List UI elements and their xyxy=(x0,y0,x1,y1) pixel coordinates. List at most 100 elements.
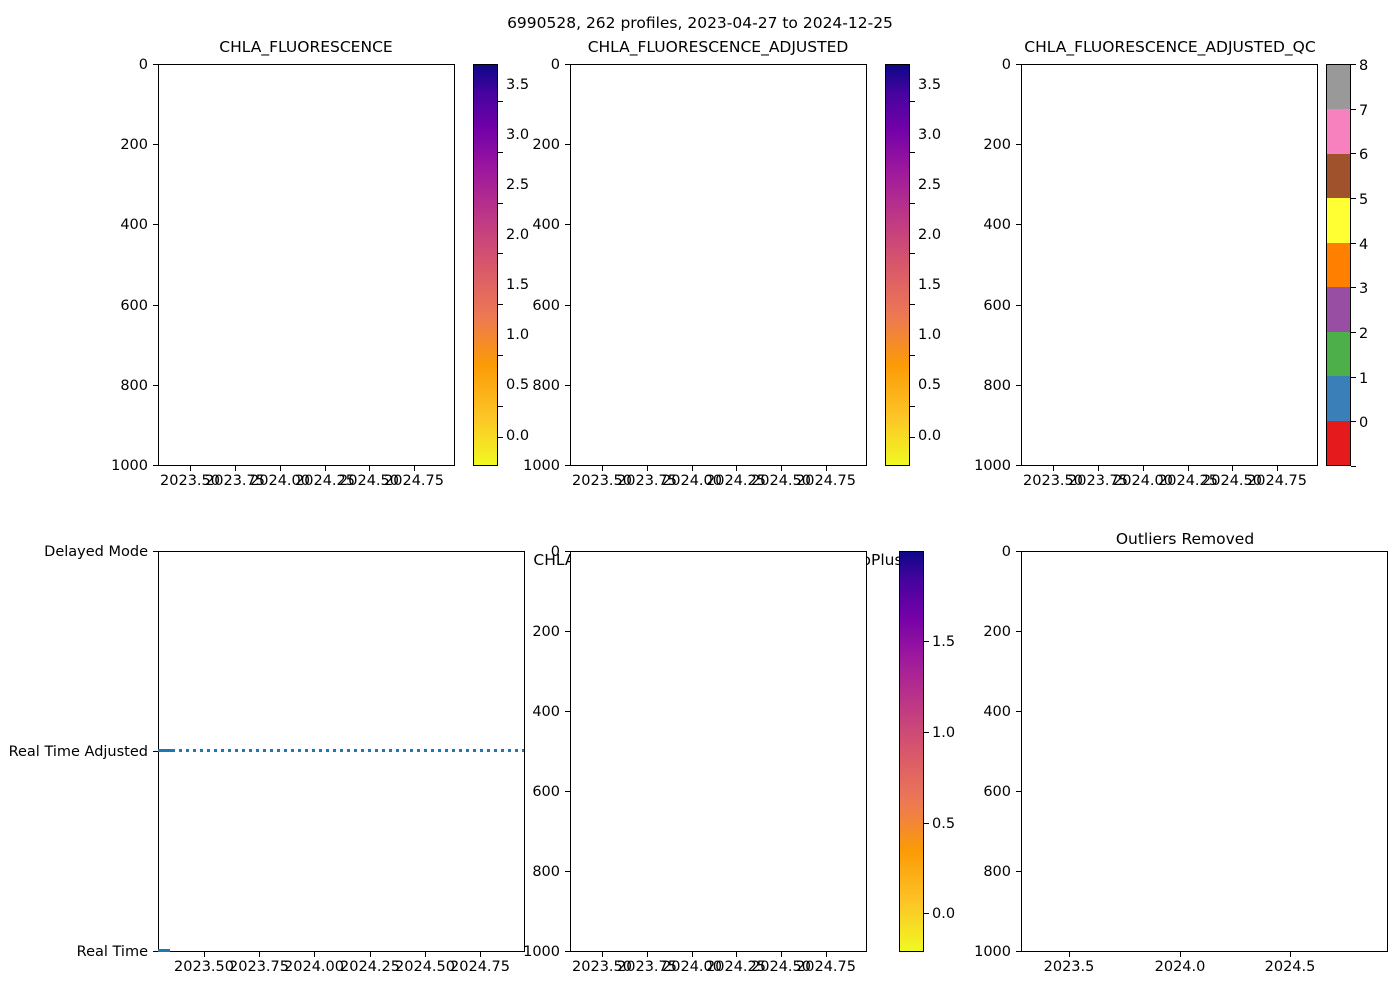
colorbar-label: 4 xyxy=(1359,237,1369,253)
xtick-mark xyxy=(647,952,649,957)
colorbar-label: 0.5 xyxy=(918,377,942,393)
ytick-mark xyxy=(565,224,570,226)
colorbar-chla-fluorescence-adjusted[interactable] xyxy=(885,64,910,466)
ytick-label: 1000 xyxy=(974,944,1011,960)
plot-area-chla-fluorescence-adjusted[interactable] xyxy=(570,64,867,466)
ytick-mark xyxy=(1016,551,1021,553)
ytick-mark xyxy=(153,144,158,146)
plot-area-chla-fluorescence[interactable] xyxy=(158,64,455,466)
panel-title-chla-fluorescence-adjusted: CHLA_FLUORESCENCE_ADJUSTED xyxy=(587,38,849,56)
colorbar-tick xyxy=(910,304,915,306)
xtick-label: 2023.50 xyxy=(1023,473,1083,489)
plot-area-chla-fluorescence-adjusted-qc[interactable] xyxy=(1021,64,1318,466)
xtick-mark xyxy=(280,466,282,471)
colorbar-label: 2 xyxy=(1359,326,1369,342)
ytick-mark xyxy=(565,951,570,953)
colorbar-tick xyxy=(910,437,915,439)
colorbar-label: 1 xyxy=(1359,371,1369,387)
xtick-mark xyxy=(1290,952,1292,957)
xtick-label: 2024.00 xyxy=(250,473,310,489)
colorbar-qc[interactable] xyxy=(1326,64,1351,466)
ytick-label-real-time: Real Time xyxy=(76,944,148,960)
xtick-mark xyxy=(1069,952,1071,957)
colorbar-segment-6 xyxy=(1327,153,1350,199)
colorbar-label: 0.5 xyxy=(506,377,530,393)
xtick-label: 2024.25 xyxy=(340,959,400,975)
xtick-mark xyxy=(1277,466,1279,471)
colorbar-segment-0 xyxy=(1327,420,1350,465)
colorbar-tick xyxy=(1351,243,1356,245)
colorbar-label: 2.5 xyxy=(506,177,530,193)
ytick-label: 400 xyxy=(532,704,560,720)
ytick-mark xyxy=(153,751,158,753)
xtick-mark xyxy=(1188,466,1190,471)
ytick-mark xyxy=(565,305,570,307)
xtick-mark xyxy=(692,952,694,957)
ytick-label: 800 xyxy=(120,378,148,394)
colorbar-tick xyxy=(924,913,929,915)
ytick-mark xyxy=(153,224,158,226)
colorbar-tick xyxy=(910,152,915,154)
xtick-label: 2023.75 xyxy=(617,473,677,489)
colorbar-tick xyxy=(498,437,503,439)
colorbar-tick xyxy=(910,203,915,205)
xtick-mark xyxy=(480,952,482,957)
ytick-mark xyxy=(153,385,158,387)
ytick-mark xyxy=(153,305,158,307)
ytick-label: 200 xyxy=(532,624,560,640)
ytick-mark xyxy=(565,871,570,873)
colorbar-tick xyxy=(498,203,503,205)
colorbar-tick xyxy=(1351,466,1356,468)
xtick-label: 2024.00 xyxy=(1113,473,1173,489)
xtick-mark xyxy=(369,466,371,471)
ytick-mark xyxy=(1016,951,1021,953)
colorbar-tick xyxy=(924,823,929,825)
xtick-mark xyxy=(1143,466,1145,471)
colorbar-segment-4 xyxy=(1327,242,1350,288)
plot-area-outliers-removed[interactable] xyxy=(1021,551,1388,952)
plot-area-bgcargoplus[interactable] xyxy=(570,551,867,952)
ytick-mark xyxy=(1016,305,1021,307)
xtick-label: 2024.50 xyxy=(395,959,455,975)
ytick-label: 0 xyxy=(1001,544,1011,560)
xtick-mark xyxy=(235,466,237,471)
ytick-label: 1000 xyxy=(974,458,1011,474)
colorbar-label: 3 xyxy=(1359,281,1369,297)
colorbar-label: 2.0 xyxy=(918,227,942,243)
xtick-label: 2024.75 xyxy=(796,959,856,975)
colorbar-tick xyxy=(498,355,503,357)
ytick-mark xyxy=(565,144,570,146)
colorbar-bgcargoplus[interactable] xyxy=(899,551,924,952)
colorbar-label: 1.5 xyxy=(506,277,530,293)
xtick-label: 2023.50 xyxy=(160,473,220,489)
colorbar-chla-fluorescence[interactable] xyxy=(473,64,498,466)
colorbar-tick xyxy=(498,253,503,255)
ytick-mark xyxy=(153,551,158,553)
ytick-label: 800 xyxy=(532,864,560,880)
colorbar-tick xyxy=(910,406,915,408)
colorbar-label: 0.0 xyxy=(506,428,530,444)
ytick-mark xyxy=(1016,385,1021,387)
panel-title-chla-fluorescence: CHLA_FLUORESCENCE xyxy=(219,38,393,56)
xtick-mark xyxy=(314,952,316,957)
colorbar-segment-5 xyxy=(1327,198,1350,243)
colorbar-segment-8 xyxy=(1327,65,1350,110)
xtick-mark xyxy=(325,466,327,471)
ytick-mark xyxy=(565,465,570,467)
colorbar-label: 6 xyxy=(1359,147,1369,163)
ytick-label: 200 xyxy=(532,137,560,153)
ytick-mark xyxy=(565,551,570,553)
xtick-mark xyxy=(692,466,694,471)
ytick-label-real-time-adjusted: Real Time Adjusted xyxy=(8,744,148,760)
xtick-mark xyxy=(736,952,738,957)
xtick-label: 2024.50 xyxy=(751,473,811,489)
colorbar-label: 0.5 xyxy=(932,816,956,832)
ytick-label: 400 xyxy=(120,217,148,233)
colorbar-label: 1.5 xyxy=(932,634,956,650)
xtick-label: 2023.75 xyxy=(229,959,289,975)
xtick-mark xyxy=(425,952,427,957)
colorbar-tick xyxy=(1351,377,1356,379)
colorbar-label: 3.5 xyxy=(918,77,942,93)
ytick-mark xyxy=(1016,791,1021,793)
ytick-mark xyxy=(1016,64,1021,66)
